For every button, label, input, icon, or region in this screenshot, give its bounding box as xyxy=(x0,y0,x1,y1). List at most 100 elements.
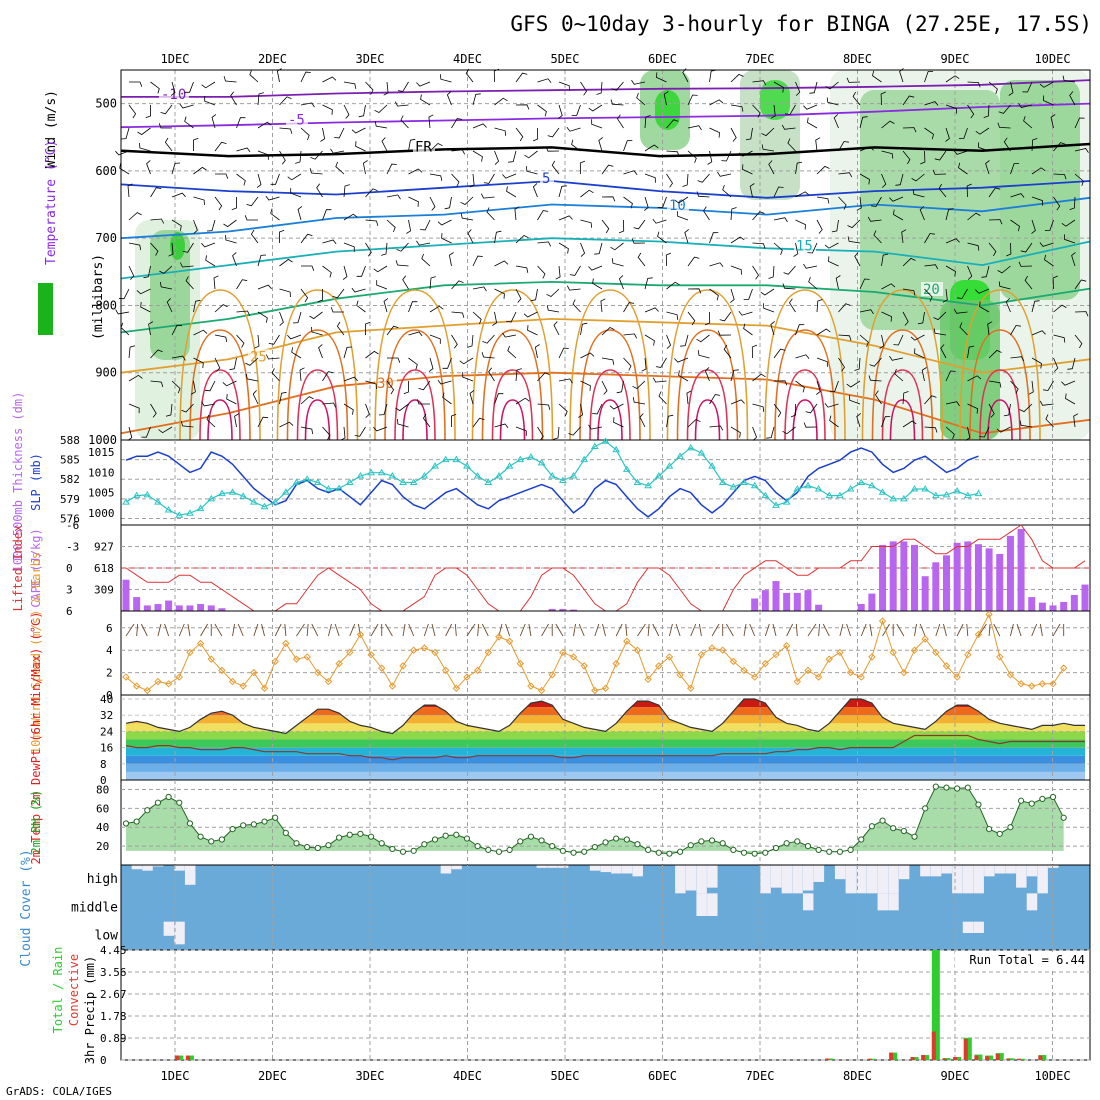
warm-contour xyxy=(491,369,534,441)
wind-barb xyxy=(429,143,443,152)
wind-barb xyxy=(494,393,504,405)
wind-barb xyxy=(623,140,633,152)
wind-barb xyxy=(204,96,216,106)
wind-barb xyxy=(709,99,724,106)
wind-barb xyxy=(1061,219,1076,227)
wind-barb xyxy=(383,298,389,313)
date-tick-label-bottom: 1DEC xyxy=(161,1069,190,1083)
wind-barb xyxy=(336,321,345,336)
wind-barb xyxy=(743,288,753,300)
wind-barb xyxy=(201,401,216,407)
wind-barb xyxy=(644,334,655,346)
surface-wind-barb xyxy=(690,623,697,637)
wind-speed-marker xyxy=(910,646,919,654)
wind-barb xyxy=(555,265,561,280)
wind-barb xyxy=(395,403,409,412)
wind-barb xyxy=(684,229,689,244)
wind-barb xyxy=(1039,81,1054,88)
thickness-marker xyxy=(729,483,738,490)
wind-barb xyxy=(300,233,313,244)
cape-bar xyxy=(921,576,929,611)
wind-speed-marker xyxy=(878,617,887,625)
thickness-marker xyxy=(345,478,354,485)
surface-wind-barb xyxy=(943,623,947,637)
isotherm-7 xyxy=(120,317,1091,374)
wind-speed-marker xyxy=(516,659,524,668)
wind-speed-marker xyxy=(250,668,258,677)
wind-barb xyxy=(322,209,332,221)
wind-barb xyxy=(1019,403,1033,413)
wind-barb xyxy=(129,81,143,87)
wind-barb xyxy=(408,196,419,207)
wind-barb xyxy=(847,219,861,229)
cloud-gap-high xyxy=(589,865,601,871)
wind-barb xyxy=(609,403,624,410)
wind-barb xyxy=(770,104,776,119)
wind-barb xyxy=(494,230,502,244)
wind-barb xyxy=(365,403,370,418)
surface-wind-barb xyxy=(274,623,282,637)
cloud-tick-label: middle xyxy=(71,900,118,915)
rh-marker xyxy=(954,785,961,792)
cape-bar xyxy=(154,604,162,611)
surface-wind-barb xyxy=(528,623,532,637)
wind-barb xyxy=(902,288,916,296)
wind-barb xyxy=(547,127,560,138)
thickness-marker xyxy=(697,449,706,456)
wind-barb xyxy=(365,219,379,226)
wind-barb xyxy=(276,68,282,83)
wind-barb xyxy=(1010,380,1019,394)
wind-barb xyxy=(658,391,667,405)
wind-barb xyxy=(1023,116,1033,129)
wind-barb xyxy=(115,309,130,315)
surface-wind-barb xyxy=(140,623,148,637)
wind-barb xyxy=(924,101,939,106)
wind-barb xyxy=(1074,148,1089,153)
wind-barb xyxy=(687,288,702,294)
temperature-tick-label: 32 xyxy=(100,709,113,722)
wind-barb xyxy=(859,116,868,129)
wind-barb xyxy=(160,104,173,115)
wind-barb xyxy=(128,345,136,359)
thickness-marker xyxy=(953,487,962,494)
wind-barb xyxy=(245,357,259,366)
wind-barb xyxy=(225,234,237,244)
wind-barb xyxy=(168,242,174,257)
wind-barb xyxy=(902,127,917,133)
wind-barb xyxy=(494,260,509,267)
precip-convective-bar xyxy=(931,1031,936,1060)
date-tick-label-bottom: 2DEC xyxy=(258,1069,287,1083)
wind-barb xyxy=(697,350,710,359)
wind-barb xyxy=(429,196,436,211)
rh-marker xyxy=(815,846,822,853)
wind-barb xyxy=(343,213,358,221)
cape-bar xyxy=(964,541,972,611)
thickness-marker xyxy=(825,491,834,499)
wind-speed-marker xyxy=(921,635,929,643)
wind-barb xyxy=(933,311,947,321)
thickness-marker xyxy=(537,458,546,466)
temperature-axis-label: Temperature (°C) xyxy=(44,140,59,265)
wind-barb xyxy=(290,188,302,198)
wind-barb xyxy=(594,242,603,255)
surface-wind-barb xyxy=(232,623,235,637)
wind-speed-marker xyxy=(932,648,940,657)
wind-barb xyxy=(416,81,431,87)
wind-barb xyxy=(632,380,646,389)
cape-bar xyxy=(974,544,982,611)
wind-barb xyxy=(127,426,133,441)
wind-barb xyxy=(709,127,720,138)
wind-speed-marker xyxy=(495,633,503,641)
wind-barb xyxy=(374,121,388,129)
thickness-marker xyxy=(878,488,887,495)
wind-barb xyxy=(967,265,973,280)
wind-barb xyxy=(816,328,831,336)
wind-barb xyxy=(591,119,603,129)
wind-barb xyxy=(1005,298,1011,313)
wind-barb xyxy=(279,311,284,326)
wind-barb xyxy=(386,325,399,336)
wind-barb xyxy=(1053,142,1066,152)
wind-barb xyxy=(826,97,839,106)
rh-marker xyxy=(293,840,300,847)
wind-barb xyxy=(146,160,151,175)
